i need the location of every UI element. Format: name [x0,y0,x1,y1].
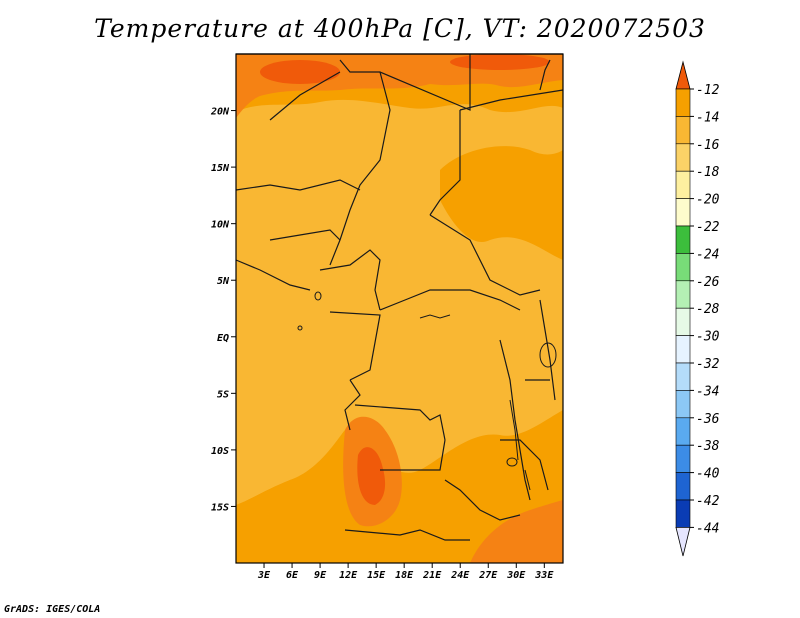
colorbar-label: -26 [696,275,720,290]
colorbar-label: -30 [696,330,720,345]
lat-tick-label: 5N [217,276,230,287]
map-frame [235,53,564,564]
colorbar-label: -12 [696,83,720,98]
lat-tick-label: 15N [211,163,230,174]
colorbar-segment [675,143,691,172]
colorbar-segment [675,335,691,364]
lon-tick-label: 24E [450,570,470,581]
lon-tick-label: 30E [506,570,526,581]
colorbar-label: -40 [696,467,720,482]
lat-tick-label: 10S [211,446,229,457]
colorbar-label: -16 [696,138,720,153]
colorbar-label: -44 [696,521,719,536]
lat-tick-label: 20N [210,107,230,118]
grads-credit: GrADS: IGES/COLA [4,604,101,615]
map-title: Temperature at 400hPa [C], VT: 202007250… [94,14,706,43]
lakes [297,291,557,491]
lon-tick-label: 9E [314,570,327,581]
colorbar-label: -14 [696,110,719,125]
colorbar-label: -28 [696,302,720,317]
colorbar-label: -34 [696,384,719,399]
lon-tick-label: 21E [422,570,442,581]
colorbar-bottom-arrow [675,527,691,557]
colorbar-segment [675,253,691,282]
lat-tick-label: 10N [211,220,230,231]
field-southeast-band [470,500,563,563]
colorbar-segment [675,116,691,145]
longitude-axis: 3E 6E 9E 12E 15E 18E 21E 24E 27E 30E 33E [257,563,554,581]
colorbar-segment [675,198,691,227]
field-warm-spot-north [260,60,340,84]
colorbar-segment [675,88,691,117]
lat-tick-label: EQ [217,333,229,344]
colorbar-segment [675,444,691,473]
lon-tick-label: 33E [534,570,554,581]
field-angola-core-inner [357,447,386,505]
map-area [235,53,564,564]
colorbar-segment [675,362,691,391]
colorbar-segment [675,225,691,254]
colorbar-label: -24 [696,247,719,262]
colorbar-top-arrow [675,60,691,90]
lon-tick-label: 27E [478,570,498,581]
colorbar-label: -18 [696,165,720,180]
colorbar-label: -32 [696,357,720,372]
lat-tick-label: 15S [211,502,229,513]
field-warm-spot-northeast [450,54,550,70]
lon-tick-label: 15E [367,570,386,581]
colorbar-segment [675,417,691,446]
colorbar-label: -42 [696,494,720,509]
colorbar-segment [675,390,691,419]
colorbar-label: -36 [696,412,720,427]
colorbar-segment [675,307,691,336]
colorbar: -12 -14 -16 -18 -20 -22 -24 -26 -28 -30 -32 -34 -36 -… [675,60,720,557]
lon-tick-label: 3E [257,570,271,581]
latitude-axis: 20N 15N 10N 5N EQ 5S 10S 15S [210,107,236,513]
colorbar-segment [675,499,691,528]
colorbar-label: -20 [696,193,720,208]
lon-tick-label: 18E [395,570,414,581]
lon-tick-label: 12E [339,570,358,581]
lat-tick-label: 5S [217,389,229,400]
colorbar-segment [675,170,691,199]
colorbar-label: -38 [696,439,720,454]
field-east-band [440,146,563,260]
colorbar-label: -22 [696,220,720,235]
lon-tick-label: 6E [286,570,299,581]
field-southwest-band [236,430,345,563]
colorbar-segment [675,472,691,501]
colorbar-segment [675,280,691,309]
